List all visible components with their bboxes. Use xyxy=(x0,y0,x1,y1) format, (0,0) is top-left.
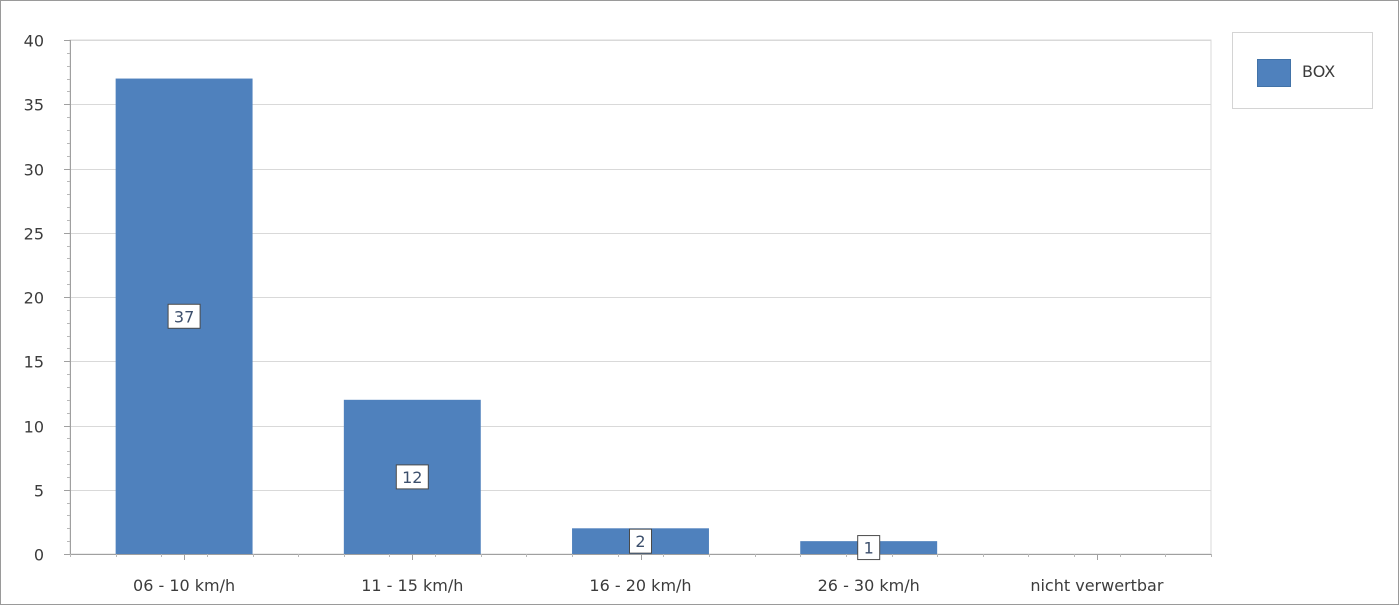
data-label-box xyxy=(857,535,881,561)
chart-legend: BOX xyxy=(1232,32,1373,109)
y-tick-label: 15 xyxy=(24,353,44,372)
data-label: 2 xyxy=(635,532,645,551)
data-label-box xyxy=(629,528,652,554)
data-label: 37 xyxy=(174,307,194,326)
y-tick-label: 35 xyxy=(24,96,44,115)
x-tick-label: 26 - 30 km/h xyxy=(818,576,920,595)
legend-label-box: BOX xyxy=(1302,62,1336,81)
legend-swatch-box xyxy=(1257,59,1291,87)
data-label: 12 xyxy=(402,468,422,487)
data-label-box xyxy=(395,464,429,490)
y-tick-label: 25 xyxy=(24,225,44,244)
y-tick-label: 5 xyxy=(34,482,44,501)
data-label-box xyxy=(167,303,201,329)
y-tick-label: 20 xyxy=(24,289,44,308)
y-tick-label: 0 xyxy=(34,546,44,565)
x-tick-label: 06 - 10 km/h xyxy=(133,576,235,595)
data-label: 1 xyxy=(864,539,874,558)
y-tick-label: 10 xyxy=(24,418,44,437)
y-tick-label: 30 xyxy=(24,161,44,180)
y-tick-label: 40 xyxy=(24,32,44,51)
x-tick-label: 11 - 15 km/h xyxy=(361,576,463,595)
x-tick-label: 16 - 20 km/h xyxy=(589,576,691,595)
x-tick-label: nicht verwertbar xyxy=(1030,576,1164,595)
